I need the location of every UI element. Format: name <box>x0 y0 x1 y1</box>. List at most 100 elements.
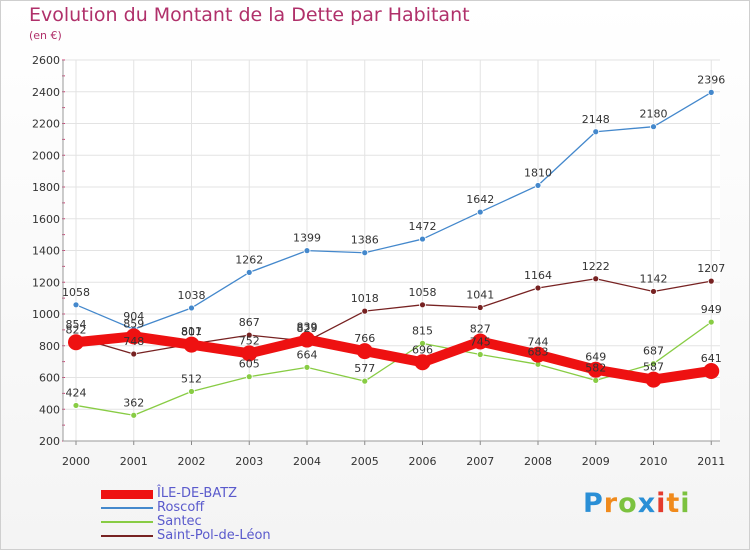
legend-item-saint-pol-de-leon: Saint-Pol-de-Léon <box>101 529 271 543</box>
data-label-ile-de-batz: 822 <box>66 323 87 336</box>
data-label-roscoff: 2396 <box>697 73 725 86</box>
legend-item-ile-de-batz: ÎLE-DE-BATZ <box>101 487 271 501</box>
data-point-ile-de-batz <box>241 345 258 362</box>
data-label-santec: 582 <box>585 361 606 374</box>
data-point-roscoff <box>419 235 426 243</box>
data-point-saint-pol-de-leon <box>476 304 484 311</box>
data-point-saint-pol-de-leon <box>361 307 369 315</box>
logo-letter: t <box>666 488 681 519</box>
x-tick-label: 2004 <box>293 455 321 468</box>
legend-swatch <box>101 535 153 537</box>
chart-title: Evolution du Montant de la Dette par Hab… <box>29 4 470 26</box>
legend-label: Roscoff <box>157 500 205 515</box>
data-point-roscoff <box>72 301 80 309</box>
data-point-santec <box>419 339 426 347</box>
data-label-roscoff: 1386 <box>351 234 379 247</box>
y-tick-label: 1800 <box>32 181 60 194</box>
data-label-santec: 815 <box>412 324 433 337</box>
data-point-santec <box>361 377 369 385</box>
x-tick-label: 2007 <box>466 455 494 468</box>
data-label-santec: 424 <box>66 386 87 399</box>
x-tick-label: 2001 <box>120 455 148 468</box>
data-label-ile-de-batz: 587 <box>643 361 664 374</box>
data-point-ile-de-batz <box>183 336 200 353</box>
data-point-saint-pol-de-leon <box>245 331 253 339</box>
data-point-roscoff <box>650 123 657 131</box>
data-point-santec <box>188 388 195 395</box>
legend-item-roscoff: Roscoff <box>101 501 271 515</box>
data-point-santec <box>476 351 484 358</box>
data-point-santec <box>72 402 80 409</box>
x-tick-label: 2006 <box>409 455 437 468</box>
data-label-saint-pol-de-leon: 748 <box>123 335 144 348</box>
data-point-saint-pol-de-leon <box>707 277 715 285</box>
data-label-santec: 745 <box>470 335 491 348</box>
data-label-ile-de-batz: 807 <box>181 326 202 339</box>
data-label-roscoff: 1038 <box>178 289 206 302</box>
data-label-roscoff: 1399 <box>293 232 321 245</box>
legend-label: Santec <box>157 514 202 529</box>
series-line-ile-de-batz <box>71 331 717 385</box>
data-point-saint-pol-de-leon <box>130 350 138 358</box>
data-point-roscoff <box>303 247 311 255</box>
data-point-roscoff <box>188 304 195 312</box>
data-label-roscoff: 1472 <box>409 220 437 233</box>
data-point-saint-pol-de-leon <box>650 288 657 295</box>
data-label-santec: 512 <box>181 372 202 385</box>
data-point-ile-de-batz <box>645 371 662 388</box>
x-tick-label: 2003 <box>235 455 263 468</box>
data-point-roscoff <box>592 128 600 136</box>
data-point-ile-de-batz <box>414 354 431 371</box>
legend-label: Saint-Pol-de-Léon <box>157 528 271 543</box>
data-label-ile-de-batz: 752 <box>239 334 260 347</box>
x-tick-label: 2011 <box>697 455 725 468</box>
data-point-saint-pol-de-leon <box>534 284 542 292</box>
data-point-ile-de-batz <box>530 346 546 363</box>
legend-swatch <box>101 521 153 523</box>
chart-subtitle: (en €) <box>29 29 62 42</box>
y-tick-label: 1200 <box>32 276 60 289</box>
legend: ÎLE-DE-BATZ Roscoff Santec Saint-Pol-de-Léo… <box>101 487 271 543</box>
data-point-ile-de-batz <box>472 333 489 350</box>
data-label-roscoff: 1058 <box>62 286 90 299</box>
data-label-saint-pol-de-leon: 829 <box>297 322 318 335</box>
data-point-roscoff <box>707 88 715 96</box>
legend-item-santec: Santec <box>101 515 271 529</box>
data-label-saint-pol-de-leon: 1018 <box>351 292 379 305</box>
logo-letter: r <box>603 488 619 519</box>
y-tick-label: 400 <box>39 403 60 416</box>
data-label-roscoff: 2148 <box>582 113 610 126</box>
logo-letter: i <box>680 488 691 519</box>
y-tick-label: 2200 <box>32 118 60 131</box>
y-tick-label: 1600 <box>32 213 60 226</box>
data-label-saint-pol-de-leon: 811 <box>181 325 202 338</box>
y-tick-label: 1000 <box>32 308 60 321</box>
data-point-roscoff <box>476 208 484 216</box>
data-label-saint-pol-de-leon: 1164 <box>524 269 552 282</box>
data-label-saint-pol-de-leon: 867 <box>239 316 260 329</box>
series-line-roscoff <box>75 91 712 330</box>
data-point-ile-de-batz <box>299 331 315 348</box>
data-label-ile-de-batz: 696 <box>412 343 433 356</box>
data-label-ile-de-batz: 641 <box>701 352 722 365</box>
data-label-santec: 683 <box>528 345 549 358</box>
data-label-ile-de-batz: 649 <box>585 351 606 364</box>
legend-swatch <box>101 507 153 509</box>
data-point-roscoff <box>245 269 253 276</box>
x-tick-label: 2010 <box>640 455 668 468</box>
data-label-saint-pol-de-leon: 1142 <box>640 272 668 285</box>
data-label-ile-de-batz: 766 <box>354 332 375 345</box>
y-tick-label: 2000 <box>32 149 60 162</box>
y-tick-label: 1400 <box>32 245 60 258</box>
data-label-roscoff: 1262 <box>235 253 263 266</box>
logo-letter: x <box>637 488 657 519</box>
data-point-ile-de-batz <box>125 328 142 345</box>
data-label-roscoff: 1810 <box>524 166 552 179</box>
data-label-saint-pol-de-leon: 1058 <box>409 286 437 299</box>
proxiti-logo: Proxiti <box>583 488 691 519</box>
data-point-santec <box>245 373 253 381</box>
data-point-roscoff <box>361 249 369 257</box>
data-point-ile-de-batz <box>68 334 84 351</box>
data-point-santec <box>303 363 311 371</box>
